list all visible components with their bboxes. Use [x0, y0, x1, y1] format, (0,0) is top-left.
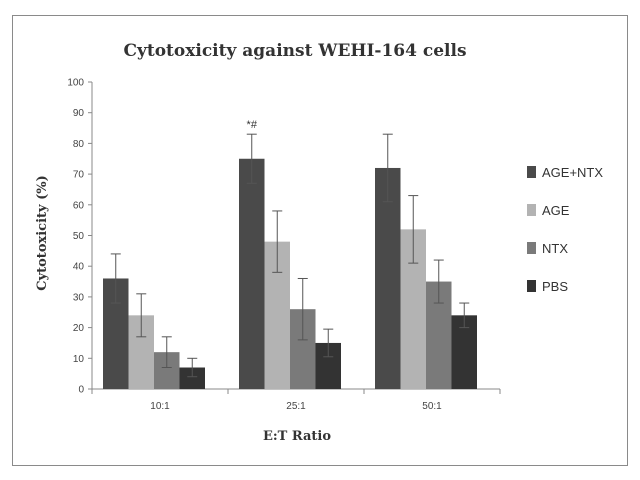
x-axis-title: E:T Ratio	[263, 429, 331, 444]
x-tick-label: 50:1	[422, 401, 442, 412]
x-tick-label: 10:1	[150, 401, 170, 412]
y-tick-label: 10	[73, 354, 85, 365]
y-tick-label: 50	[73, 231, 85, 242]
y-tick-label: 70	[73, 170, 85, 181]
significance-annotation: *#	[247, 119, 258, 131]
legend-swatch	[527, 280, 536, 292]
bars: *#	[103, 119, 477, 389]
y-tick-label: 80	[73, 139, 85, 150]
x-tick-label: 25:1	[286, 401, 306, 412]
legend-label: NTX	[542, 241, 568, 256]
legend: AGE+NTX AGE NTX PBS	[527, 165, 603, 294]
chart-frame	[12, 15, 628, 466]
y-tick-label: 30	[73, 292, 85, 303]
legend-label: PBS	[542, 279, 568, 294]
y-tick-label: 60	[73, 200, 85, 211]
y-tick-label: 40	[73, 262, 85, 273]
y-tick-label: 100	[67, 78, 84, 89]
y-tick-label: 90	[73, 108, 85, 119]
legend-swatch	[527, 204, 536, 216]
y-axis-title: Cytotoxicity (%)	[35, 175, 50, 291]
bar	[239, 158, 265, 389]
legend-label: AGE+NTX	[542, 165, 603, 180]
y-tick-label: 0	[78, 385, 84, 396]
legend-label: AGE	[542, 203, 570, 218]
y-tick-label: 20	[73, 323, 85, 334]
bar	[375, 167, 401, 389]
legend-swatch	[527, 242, 536, 254]
chart-title: Cytotoxicity against WEHI-164 cells	[123, 41, 466, 61]
legend-swatch	[527, 166, 536, 178]
bar	[179, 367, 205, 389]
